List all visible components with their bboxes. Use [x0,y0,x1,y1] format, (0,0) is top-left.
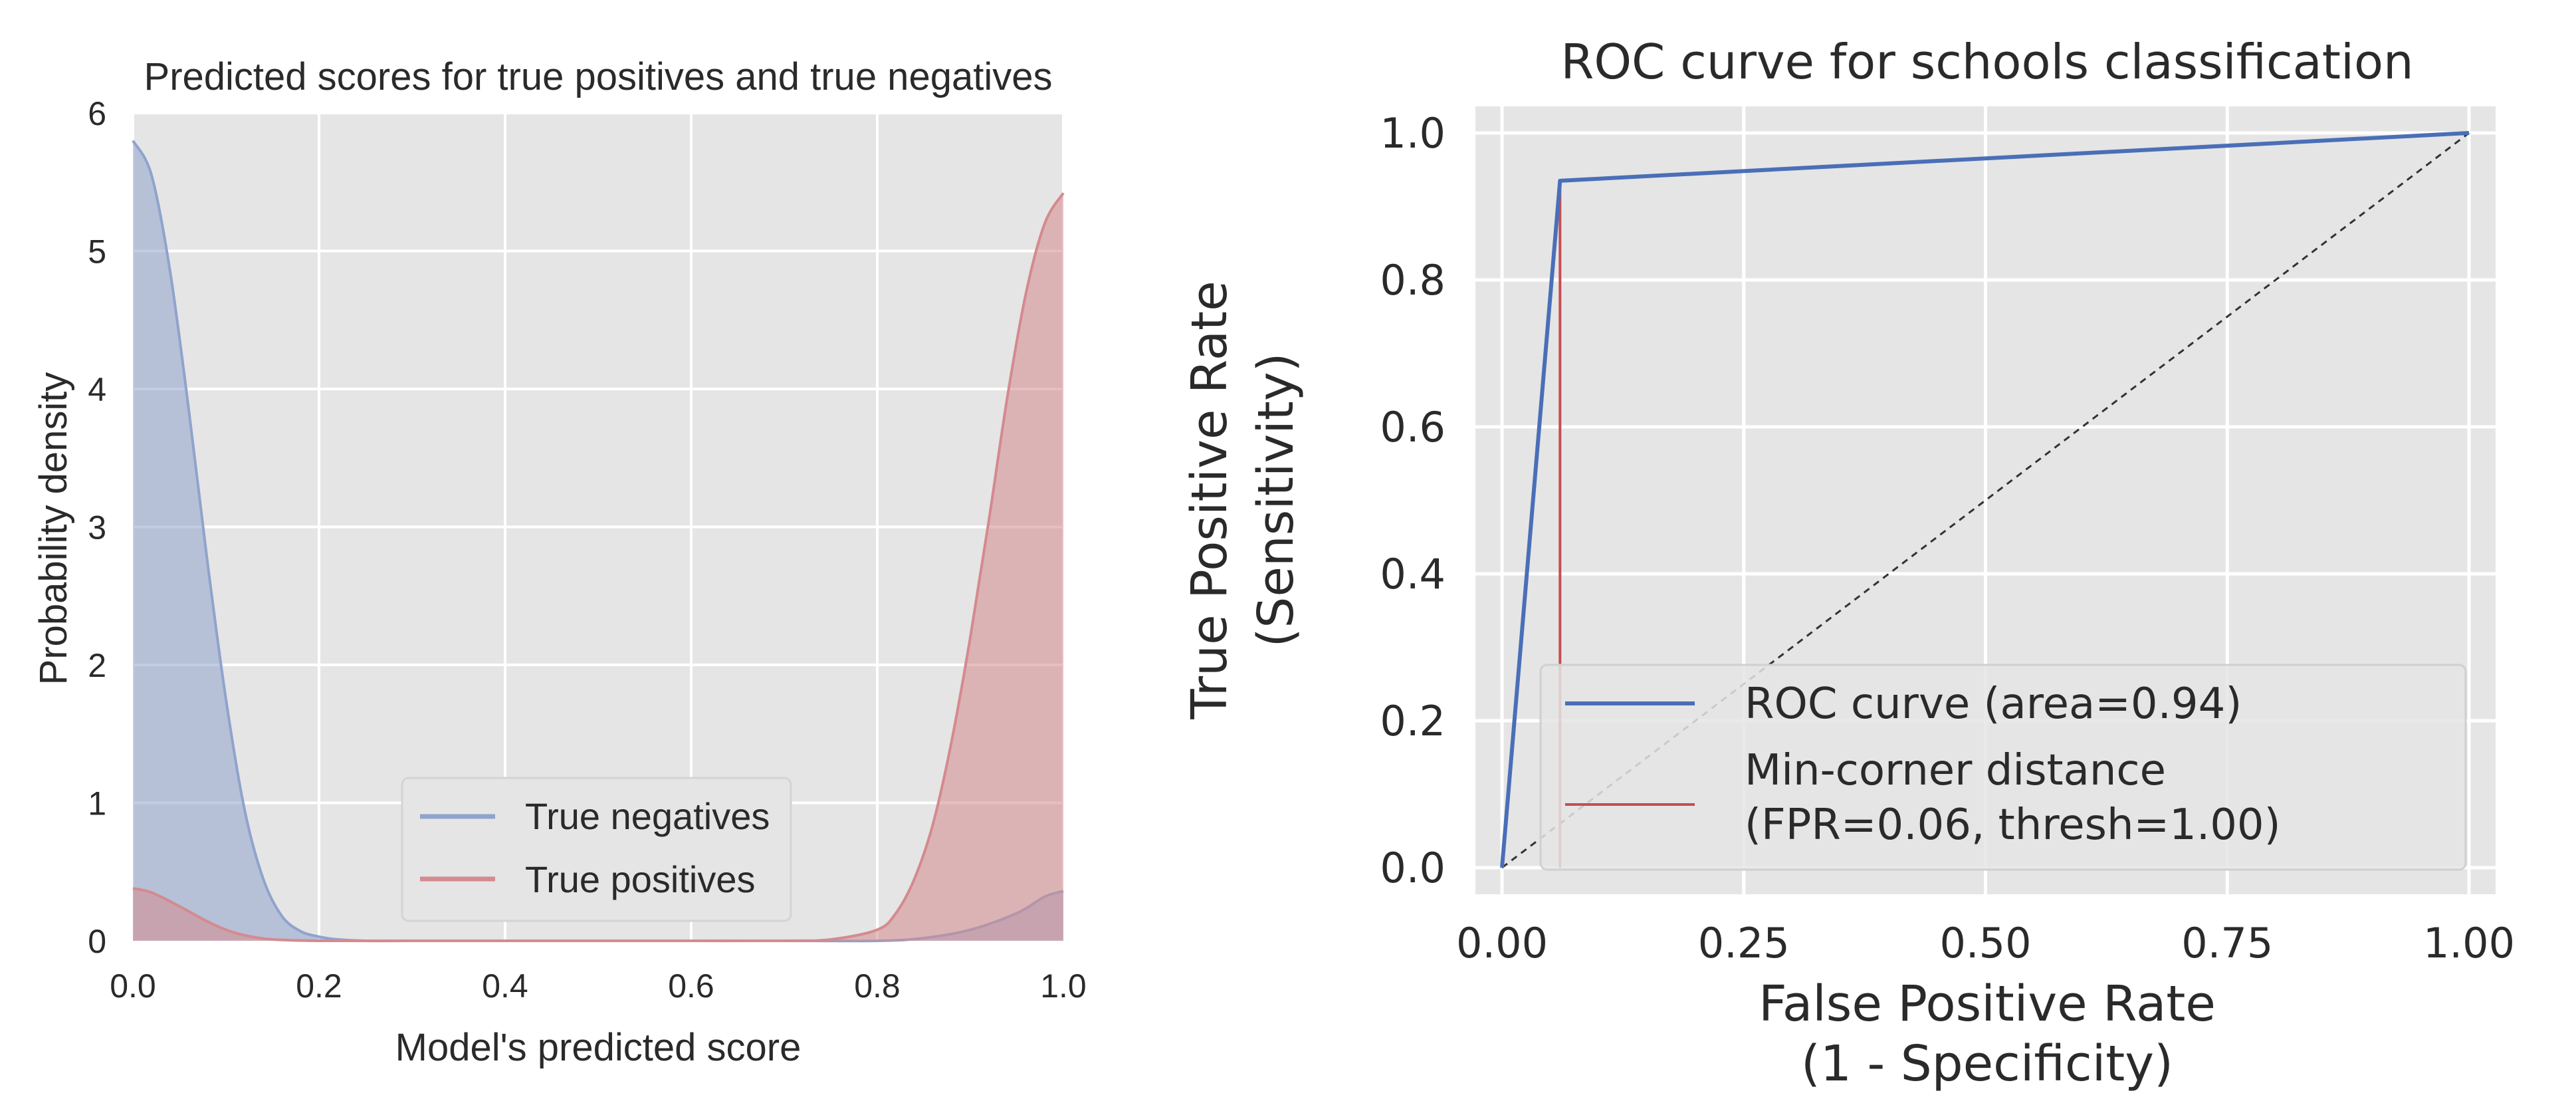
density-x-tick-label: 0.0 [110,967,156,1005]
density-x-tick-label: 0.4 [482,967,528,1005]
roc-curve-line [1500,131,2470,868]
density-area-true-negatives [133,140,1063,941]
roc-y-tick-label: 0.4 [1380,550,1446,598]
density-area-true-positives [133,193,1063,941]
density-chart-title: Predicted scores for true positives and … [144,55,1053,98]
density-y-axis-label: Probability density [32,372,75,685]
density-chart: 0.0 0.2 0.4 0.6 0.8 1.0 0 1 2 3 4 5 6 Predicted sco… [32,55,1087,1069]
density-y-tick-label: 3 [88,509,106,547]
density-y-tick-label: 4 [88,371,106,408]
roc-x-tick-label: 0.50 [1939,919,2031,967]
density-area-true-positives-line [132,192,1065,943]
density-y-tick-label: 2 [88,647,106,684]
roc-y-axis-label-line1: True Positive Rate [1181,281,1238,719]
density-y-tick-label: 6 [88,95,106,132]
density-series [132,140,1065,943]
roc-x-tick-labels: 0.00 0.25 0.50 0.75 1.00 [1456,919,2515,967]
roc-y-tick-label: 1.0 [1380,109,1446,158]
roc-x-axis-label-line1: False Positive Rate [1759,975,2216,1033]
legend-label-true-negatives: True negatives [525,795,770,837]
density-legend: True negatives True positives [401,777,792,922]
density-y-tick-label: 0 [88,923,106,960]
density-x-tick-label: 1.0 [1040,967,1087,1005]
roc-chart-title: ROC curve for schools classification [1560,34,2413,90]
roc-y-tick-label: 0.6 [1380,403,1446,451]
density-y-tick-label: 5 [88,233,106,271]
density-x-axis-label: Model's predicted score [395,1026,802,1069]
density-x-tick-labels: 0.0 0.2 0.4 0.6 0.8 1.0 [110,967,1087,1005]
roc-y-tick-label: 0.0 [1380,844,1446,892]
legend-label-true-positives: True positives [525,858,756,900]
roc-y-tick-label: 0.2 [1380,697,1446,745]
density-x-tick-label: 0.6 [668,967,714,1005]
roc-x-axis-label-line2: (1 - Specificity) [1801,1035,2173,1092]
roc-chart: 0.00 0.25 0.50 0.75 1.00 0.00.20.40.60.81.0 … [1181,34,2515,1092]
roc-legend: ROC curve (area=0.94) Min-corner distanc… [1539,664,2467,871]
density-y-tick-labels: 0 1 2 3 4 5 6 [88,95,106,960]
roc-y-tick-label: 0.8 [1380,256,1446,305]
roc-x-tick-label: 0.25 [1698,919,1790,967]
density-x-tick-label: 0.2 [296,967,342,1005]
roc-x-tick-label: 0.75 [2181,919,2273,967]
density-y-tick-label: 1 [88,785,106,822]
roc-x-tick-label: 0.00 [1456,919,1548,967]
legend-label-min-corner-distance-line2: (FPR=0.06, thresh=1.00) [1745,801,2281,850]
roc-y-axis-label-line2: (Sensitivity) [1247,353,1305,648]
density-legend-box [401,777,792,922]
roc-y-tick-labels: 0.0 0.2 0.4 0.6 0.8 1.0 [1380,109,1446,892]
legend-label-min-corner-distance-line1: Min-corner distance [1745,746,2166,795]
legend-label-roc-curve: ROC curve (area=0.94) [1745,680,2242,729]
density-x-tick-label: 0.8 [854,967,901,1005]
density-gridlines [132,112,1065,942]
roc-x-tick-label: 1.00 [2423,919,2515,967]
roc-legend-box [1539,664,2467,871]
